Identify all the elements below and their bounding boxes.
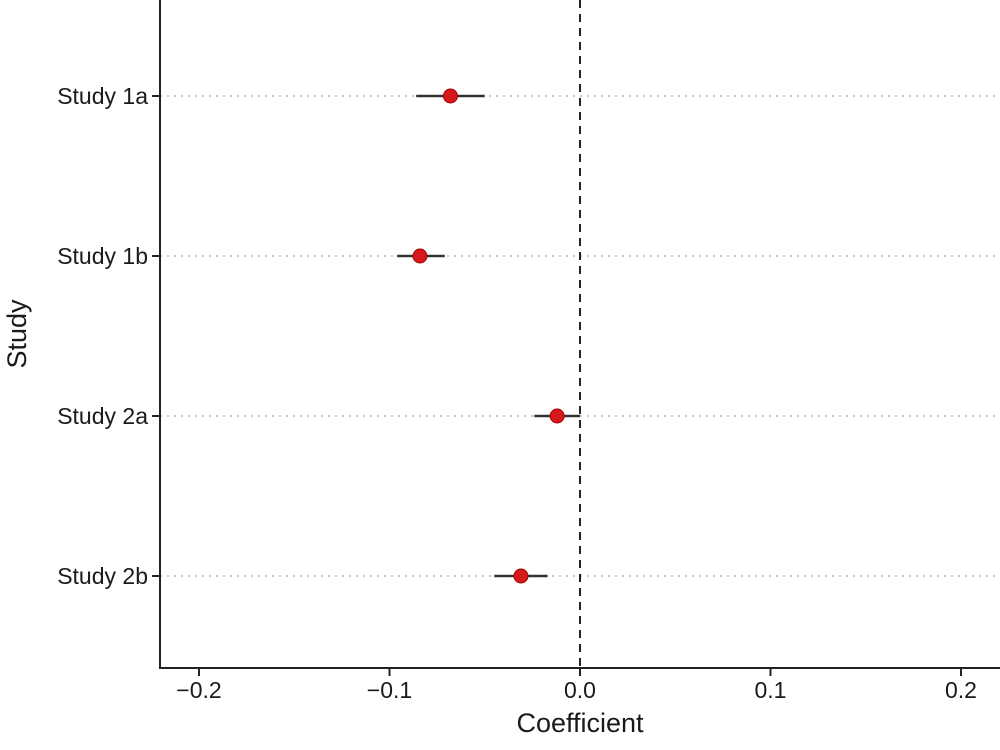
estimate-point (442, 88, 458, 104)
study-label: Study 2a (57, 403, 148, 429)
estimate-points (412, 88, 565, 584)
x-tick-label: 0.2 (945, 677, 977, 703)
x-axis-ticks: −0.2 −0.1 0.0 0.1 0.2 (176, 668, 977, 703)
study-label: Study 1a (57, 83, 148, 109)
x-axis-title: Coefficient (516, 708, 644, 738)
x-tick-label: −0.2 (176, 677, 221, 703)
y-axis-title: Study (2, 299, 32, 369)
study-label: Study 1b (57, 243, 148, 269)
estimate-point (549, 408, 565, 424)
x-tick-label: 0.0 (564, 677, 596, 703)
estimate-point (412, 248, 428, 264)
study-label: Study 2b (57, 563, 148, 589)
estimate-point (513, 568, 529, 584)
confidence-intervals (397, 94, 580, 578)
study-labels: Study 1a Study 1b Study 2a Study 2b (57, 83, 160, 589)
x-tick-label: 0.1 (755, 677, 787, 703)
x-tick-label: −0.1 (367, 677, 412, 703)
